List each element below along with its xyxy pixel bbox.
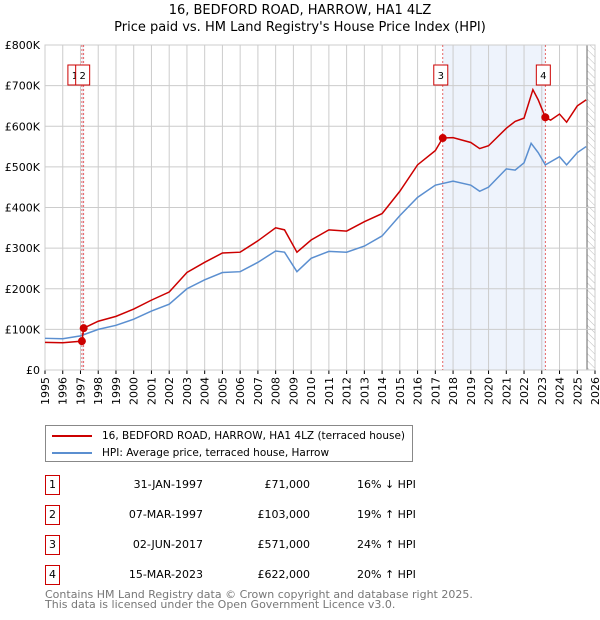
- sale-label-text: 4: [540, 71, 546, 82]
- legend-item-property: 16, BEDFORD ROAD, HARROW, HA1 4LZ (terra…: [52, 429, 405, 443]
- sale-label-border: [535, 64, 551, 86]
- y-tick-label: £100K: [5, 323, 41, 336]
- sale-row: 4 15-MAR-2023 £622,000 20% ↑ HPI: [45, 565, 445, 585]
- chart-subtitle: Price paid vs. HM Land Registry's House …: [114, 20, 486, 35]
- sale-label-box: 4: [535, 64, 551, 86]
- x-tick-label: 2020: [483, 377, 496, 405]
- x-tick-label: 2026: [589, 377, 600, 405]
- sale-number: 1: [45, 475, 60, 495]
- x-tick-label: 1995: [39, 377, 52, 405]
- x-tick-label: 2013: [358, 377, 371, 405]
- y-tick-label: £400K: [5, 202, 41, 215]
- sale-label-box: 3: [433, 64, 449, 86]
- x-tick-label: 2010: [305, 377, 318, 405]
- x-tick-label: 1999: [110, 377, 123, 405]
- sale-price: £103,000: [257, 508, 311, 521]
- y-tick-label: £200K: [5, 283, 41, 296]
- sale-hpi-diff: 24% ↑ HPI: [357, 538, 416, 551]
- sale-label-text: 2: [79, 71, 85, 82]
- sale-row: 1 31-JAN-1997 £71,000 16% ↓ HPI: [45, 475, 445, 495]
- y-tick-label: £0: [26, 364, 40, 377]
- chart-title: 16, BEDFORD ROAD, HARROW, HA1 4LZ: [168, 3, 432, 18]
- plot-frame: [44, 44, 596, 371]
- x-tick-label: 2002: [163, 377, 176, 405]
- sale-point: [77, 337, 86, 346]
- legend: 16, BEDFORD ROAD, HARROW, HA1 4LZ (terra…: [45, 425, 413, 462]
- sale-hpi-diff: 16% ↓ HPI: [357, 478, 416, 491]
- sale-label-box: 2: [75, 64, 91, 86]
- sale-point: [541, 113, 550, 122]
- x-tick-label: 2025: [571, 377, 584, 405]
- x-tick-label: 2004: [199, 377, 212, 405]
- x-tick-label: 2024: [554, 377, 567, 405]
- legend-label: HPI: Average price, terraced house, Harr…: [102, 447, 330, 459]
- property-price-line: [44, 87, 587, 344]
- x-tick-label: 2015: [394, 377, 407, 405]
- legend-swatch-blue: [52, 452, 92, 454]
- legend-swatch-red: [52, 435, 92, 437]
- x-tick-label: 2014: [376, 377, 389, 405]
- sale-number: 3: [45, 535, 60, 555]
- x-tick-label: 2023: [536, 377, 549, 405]
- x-tick-label: 2001: [145, 377, 158, 405]
- sale-point: [79, 324, 88, 333]
- y-tick-label: £800K: [5, 39, 41, 52]
- y-tick-label: £300K: [5, 242, 41, 255]
- x-tick-label: 2016: [412, 377, 425, 405]
- x-tick-label: 2022: [518, 377, 531, 405]
- sale-number: 2: [45, 505, 60, 525]
- sale-date: 07-MAR-1997: [128, 508, 203, 521]
- sale-price: £71,000: [264, 478, 311, 491]
- legend-item-hpi: HPI: Average price, terraced house, Harr…: [52, 446, 329, 460]
- sale-price: £571,000: [257, 538, 311, 551]
- sale-row: 2 07-MAR-1997 £103,000 19% ↑ HPI: [45, 505, 445, 525]
- footer-line-2: This data is licensed under the Open Gov…: [45, 598, 396, 611]
- x-tick-label: 2009: [287, 377, 300, 405]
- footer-line-1: Contains HM Land Registry data © Crown c…: [45, 588, 473, 601]
- x-tick-label: 2003: [181, 377, 194, 405]
- sale-row: 3 02-JUN-2017 £571,000 24% ↑ HPI: [45, 535, 445, 555]
- x-tick-label: 2012: [341, 377, 354, 405]
- x-tick-label: 2000: [128, 377, 141, 405]
- x-tick-label: 2005: [216, 377, 229, 405]
- x-tick-label: 2008: [270, 377, 283, 405]
- x-tick-label: 2021: [500, 377, 513, 405]
- x-tick-label: 2019: [465, 377, 478, 405]
- y-tick-label: £600K: [5, 120, 41, 133]
- x-tick-label: 2017: [429, 377, 442, 405]
- y-tick-label: £500K: [5, 161, 41, 174]
- x-tick-label: 2007: [252, 377, 265, 405]
- sale-date: 31-JAN-1997: [133, 478, 203, 491]
- sale-date: 02-JUN-2017: [132, 538, 203, 551]
- sale-number: 4: [45, 565, 60, 585]
- x-tick-label: 1996: [57, 377, 70, 405]
- x-tick-label: 2018: [447, 377, 460, 405]
- sale-point: [438, 134, 447, 143]
- sale-date: 15-MAR-2023: [128, 568, 203, 581]
- price-chart: 1995 1996 1997 1998 1999 2000 2001 2002 2003 2004…: [5, 39, 600, 405]
- sale-price: £622,000: [257, 568, 311, 581]
- sale-label-text: 3: [438, 71, 444, 82]
- hpi-line: [44, 141, 587, 340]
- sale-hpi-diff: 19% ↑ HPI: [357, 508, 416, 521]
- x-tick-label: 1997: [74, 377, 87, 405]
- x-tick-label: 2011: [323, 377, 336, 405]
- sale-hpi-diff: 20% ↑ HPI: [357, 568, 416, 581]
- x-tick-label: 2006: [234, 377, 247, 405]
- legend-label: 16, BEDFORD ROAD, HARROW, HA1 4LZ (terra…: [102, 430, 406, 442]
- sale-label-border: [433, 64, 449, 86]
- sale-label-text: 1: [72, 71, 78, 82]
- sale-label-border: [75, 64, 91, 86]
- footer: Contains HM Land Registry data © Crown c…: [45, 588, 473, 611]
- x-tick-label: 1998: [92, 377, 105, 405]
- y-tick-label: £700K: [5, 80, 41, 93]
